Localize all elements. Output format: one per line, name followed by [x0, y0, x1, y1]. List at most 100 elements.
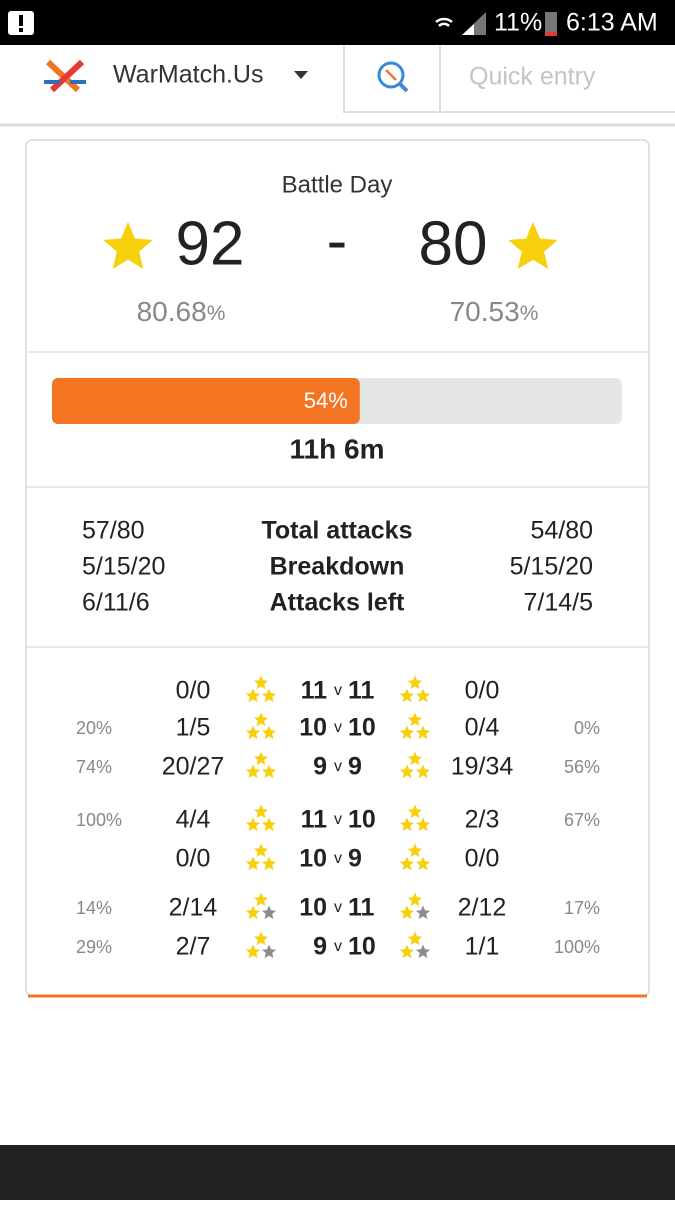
- stars-icon: [399, 712, 431, 740]
- right-townhall: 10: [348, 714, 376, 742]
- battle-title: Battle Day: [282, 171, 393, 198]
- total-label: Attacks left: [270, 589, 405, 617]
- brand-dropdown[interactable]: [294, 71, 308, 79]
- left-rate: 20%: [76, 718, 112, 738]
- left-rate: 74%: [76, 757, 112, 777]
- left-result: 1/5: [176, 714, 211, 742]
- right-result: 1/1: [465, 933, 500, 961]
- stars-icon: [399, 751, 431, 779]
- right-townhall: 9: [348, 753, 362, 781]
- alert-mark: [19, 15, 23, 26]
- left-townhall: 10: [299, 845, 327, 873]
- left-townhall: 9: [313, 933, 327, 961]
- star: [407, 892, 423, 907]
- star: [261, 764, 277, 779]
- star: [253, 712, 269, 727]
- stars-icon: [245, 931, 277, 959]
- search-box: [343, 45, 675, 113]
- percent-value: 80.68: [137, 296, 207, 327]
- right-total: 5/15/20: [510, 553, 593, 581]
- right-result: 0/0: [465, 845, 500, 873]
- star: [253, 931, 269, 946]
- progress-fill: [52, 378, 360, 424]
- versus: v: [334, 850, 342, 867]
- star: [245, 817, 261, 832]
- left-result: 0/0: [176, 845, 211, 873]
- right-destruction: 70.53%: [450, 296, 539, 327]
- battery-percent: 11%: [494, 9, 542, 37]
- star: [253, 892, 269, 907]
- left-townhall: 10: [299, 894, 327, 922]
- star: [399, 688, 415, 703]
- versus: v: [334, 811, 342, 828]
- left-total: 5/15/20: [82, 553, 165, 581]
- star: [415, 764, 431, 779]
- stars-icon: [245, 892, 277, 920]
- total-label: Breakdown: [270, 553, 405, 581]
- star: [261, 688, 277, 703]
- left-townhall: 10: [299, 714, 327, 742]
- right-result: 2/12: [458, 894, 507, 922]
- stars-icon: [399, 675, 431, 703]
- left-result: 2/14: [169, 894, 218, 922]
- total-label: Total attacks: [262, 517, 413, 545]
- stars-icon: [245, 712, 277, 740]
- left-townhall: 11: [301, 677, 328, 705]
- stars-icon: [245, 843, 277, 871]
- right-rate: 67%: [564, 810, 600, 830]
- brand-logo: [44, 59, 86, 93]
- star: [399, 944, 415, 959]
- left-result: 2/7: [176, 933, 211, 961]
- signal-level: [462, 24, 474, 35]
- star: [253, 751, 269, 766]
- left-rate: 14%: [76, 898, 112, 918]
- status-bar: [0, 0, 675, 45]
- star: [407, 712, 423, 727]
- star: [399, 817, 415, 832]
- star: [245, 944, 261, 959]
- right-townhall: 11: [348, 894, 375, 922]
- star: [407, 931, 423, 946]
- right-townhall: 10: [348, 806, 376, 834]
- star: [415, 688, 431, 703]
- right-result: 0/0: [465, 677, 500, 705]
- star-icon: [103, 222, 153, 269]
- right-total: 7/14/5: [523, 589, 593, 617]
- percent-unit: %: [207, 302, 226, 325]
- star: [415, 725, 431, 740]
- versus: v: [334, 719, 342, 736]
- star: [399, 764, 415, 779]
- search-button[interactable]: [377, 61, 409, 93]
- left-townhall: 11: [301, 806, 328, 834]
- star: [407, 843, 423, 858]
- percent-unit: %: [520, 302, 539, 325]
- brand-name[interactable]: WarMatch.Us: [113, 61, 263, 89]
- star: [399, 856, 415, 871]
- star: [261, 817, 277, 832]
- versus: v: [334, 899, 342, 916]
- search-input[interactable]: Quick entry: [469, 63, 596, 91]
- right-result: 19/34: [451, 753, 514, 781]
- right-result: 0/4: [465, 714, 500, 742]
- star: [415, 905, 431, 920]
- star: [407, 751, 423, 766]
- progress-label: 54%: [304, 388, 348, 413]
- battery-icon: [545, 12, 557, 36]
- star: [415, 817, 431, 832]
- stars-icon: [399, 892, 431, 920]
- left-destruction: 80.68%: [137, 296, 226, 327]
- star: [415, 856, 431, 871]
- left-townhall: 9: [313, 753, 327, 781]
- star: [415, 944, 431, 959]
- star: [399, 725, 415, 740]
- right-townhall: 11: [348, 677, 375, 705]
- right-rate: 56%: [564, 757, 600, 777]
- score-separator: -: [327, 206, 348, 275]
- left-rate: 100%: [76, 810, 122, 830]
- versus: v: [334, 758, 342, 775]
- star: [253, 804, 269, 819]
- clock: 6:13 AM: [566, 9, 658, 37]
- stars-icon: [245, 751, 277, 779]
- star: [261, 944, 277, 959]
